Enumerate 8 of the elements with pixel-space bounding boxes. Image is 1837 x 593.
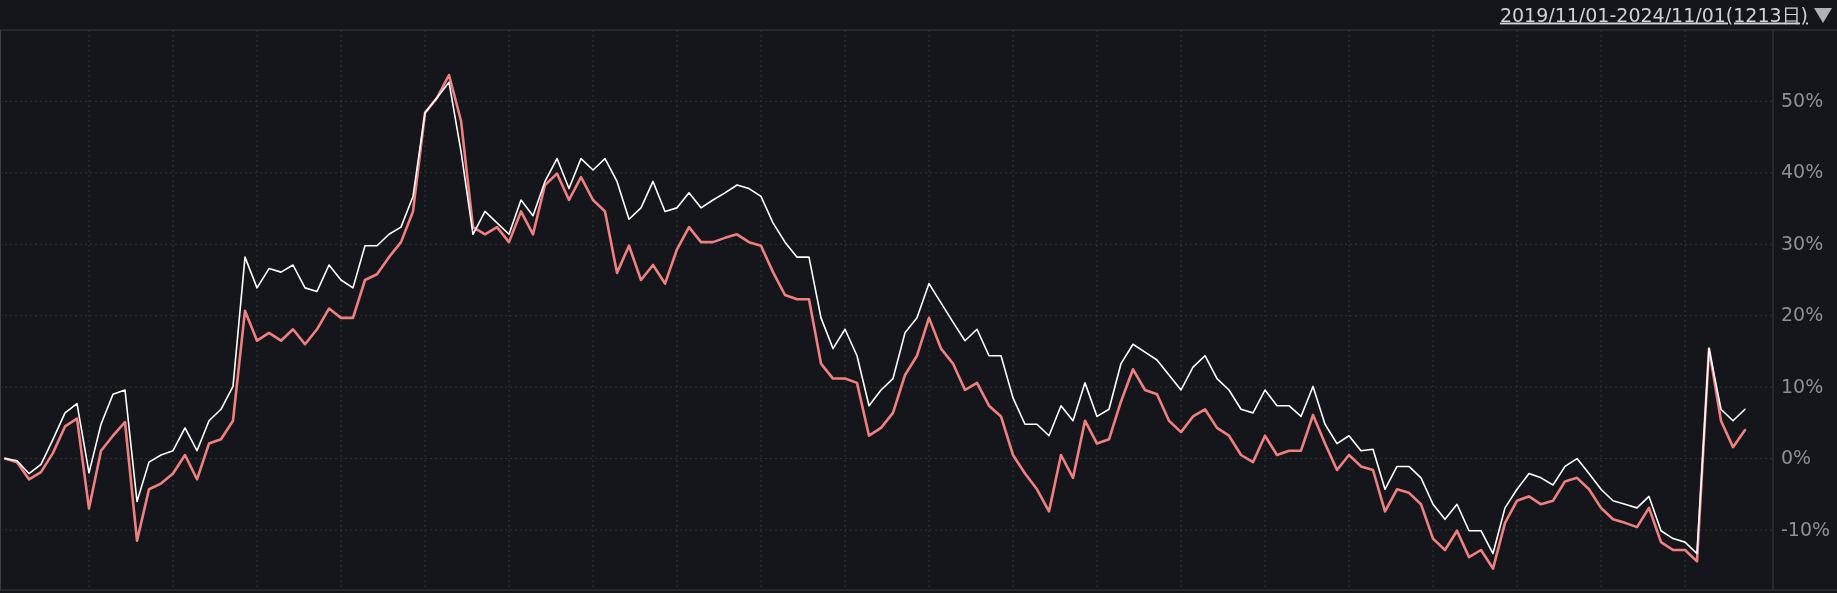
y-tick-label: 0%	[1781, 446, 1812, 469]
y-tick-label: 30%	[1781, 231, 1824, 254]
y-tick-label: 50%	[1781, 88, 1824, 111]
y-tick-label: 20%	[1781, 303, 1824, 326]
y-tick-label: 40%	[1781, 160, 1824, 183]
chart-title: 2019/11/01-2024/11/01(1213日)	[1499, 3, 1808, 26]
y-tick-label: -10%	[1781, 517, 1831, 540]
y-tick-label: 10%	[1781, 374, 1824, 397]
